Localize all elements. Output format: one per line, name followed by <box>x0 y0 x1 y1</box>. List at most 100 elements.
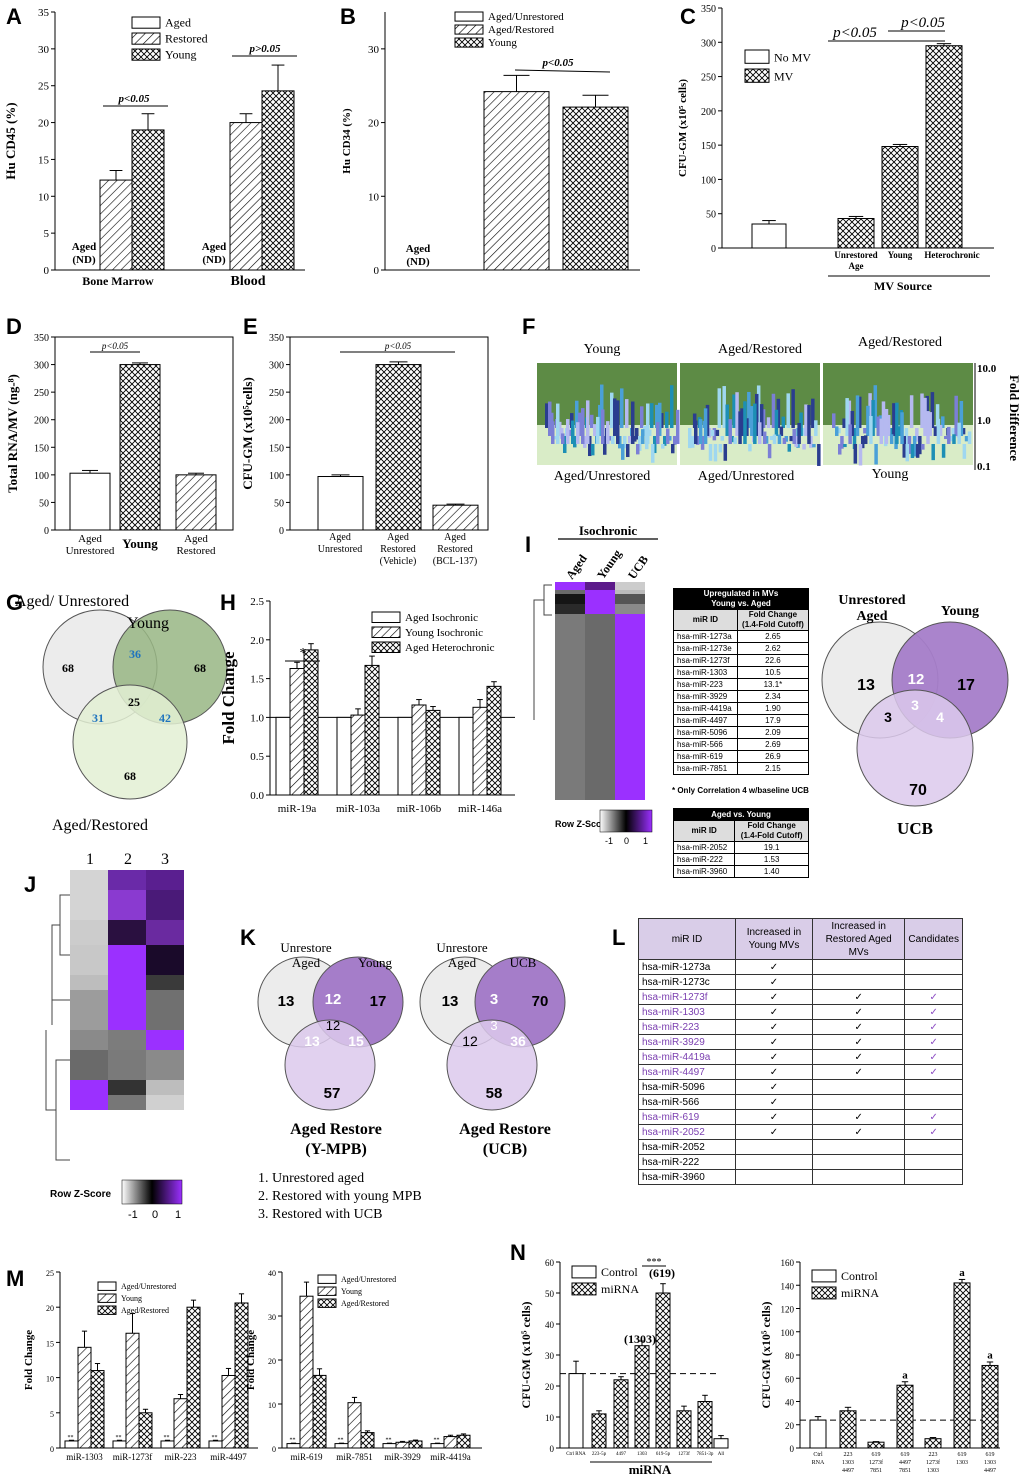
f-bar <box>561 433 565 444</box>
x-label: Young <box>888 250 913 260</box>
f-bar <box>782 437 787 444</box>
check-cell: ✓ <box>904 1004 963 1020</box>
x-label: Unrestored <box>66 545 115 557</box>
bar <box>395 1441 410 1449</box>
y-axis-label: Hu CD34 (%) <box>341 108 353 174</box>
f-bar <box>858 444 863 466</box>
heat-cell <box>146 890 184 920</box>
y-tick-label: 10 <box>46 1375 54 1384</box>
venn-label: Unrestore <box>280 940 331 955</box>
x-axis-title: miRNA <box>629 1462 672 1477</box>
heat-cell <box>70 1080 108 1095</box>
f-bar <box>961 428 966 435</box>
f-bar <box>633 436 637 442</box>
heat-col-label: 3 <box>161 851 169 868</box>
f-bar <box>904 428 909 446</box>
bar <box>430 1443 445 1449</box>
bar <box>634 1345 650 1449</box>
y-tick-label: 0 <box>50 1445 54 1454</box>
heat-cell <box>615 590 645 594</box>
heat-cell <box>108 975 146 990</box>
table-row: hsa-miR-4419a ✓ ✓ ✓ <box>638 1049 963 1065</box>
f-bar <box>889 434 894 444</box>
bar <box>483 91 550 271</box>
f-bar <box>817 444 821 466</box>
f-bar <box>728 419 732 444</box>
check-cell: ✓ <box>735 1049 813 1065</box>
f-bar <box>962 444 967 459</box>
table-row: hsa-miR-1273f 22.6 <box>673 654 810 667</box>
bar <box>99 179 133 271</box>
f-bar <box>755 393 759 436</box>
f-bars <box>545 384 972 466</box>
heat-cell <box>615 614 645 800</box>
heat-cell <box>70 1095 108 1110</box>
f-bar <box>550 412 554 428</box>
y-tick-label: 140 <box>781 1281 795 1291</box>
y-tick-label: 15 <box>46 1339 54 1348</box>
y-tick-label: 5 <box>44 228 50 240</box>
venn-label: Young <box>941 604 979 619</box>
bar <box>881 146 919 249</box>
y-axis-label: CFU-GM (x10⁵ cells) <box>677 79 689 177</box>
table-row: hsa-miR-2052 <box>638 1139 963 1155</box>
mir-id-cell: hsa-miR-1273a <box>673 630 738 643</box>
heat-col-label: UCB <box>625 553 651 582</box>
zscore-tick: 0 <box>624 836 629 846</box>
f-bar <box>920 393 924 428</box>
venn-label: Aged <box>856 609 887 624</box>
bar <box>425 709 441 796</box>
f-bar <box>853 444 858 464</box>
x-label: miR-7851 <box>336 1452 373 1462</box>
table-head-fc: Fold Change (1.4-Fold Cutoff) <box>736 609 810 631</box>
check-cell: ✓ <box>811 1124 906 1140</box>
heat-cell <box>108 1030 146 1050</box>
panel-N: N 0 10 20 30 40 50 60 CFU-GM (x10⁵ cells) Contro… <box>510 1240 1000 1477</box>
f-bar <box>786 393 790 428</box>
x-label: 619 <box>872 1452 881 1458</box>
bar <box>347 1402 362 1449</box>
table-row: hsa-miR-2052 ✓ ✓ ✓ <box>638 1124 963 1140</box>
venn-count: 13 <box>857 677 875 694</box>
mir-id-cell: hsa-miR-1273f <box>673 654 738 667</box>
x-label: 619 <box>986 1452 995 1458</box>
mir-id-cell: hsa-miR-7851 <box>673 762 738 775</box>
l-head: Increased in Young MVs <box>735 918 813 960</box>
f-bar <box>949 436 953 442</box>
y-tick-label: 0 <box>711 244 716 255</box>
x-label: miR-4497 <box>210 1452 247 1462</box>
legend-swatch <box>454 24 484 35</box>
k-note: 2. Restored with young MPB <box>258 1189 422 1204</box>
y-tick-label: 250 <box>701 73 716 84</box>
x-label: Young <box>122 536 158 551</box>
y-axis-label: CFU-GM (x10⁵cells) <box>240 377 255 490</box>
f-bar <box>915 428 919 442</box>
f-bar <box>918 436 922 455</box>
f-bar <box>651 444 655 463</box>
f-bar <box>735 392 739 436</box>
f-bar <box>722 386 726 428</box>
f-bar <box>855 395 860 436</box>
table-row: hsa-miR-4497 17.9 <box>673 714 810 727</box>
legend-label: Young <box>121 1294 142 1303</box>
heat-cell <box>146 1030 184 1050</box>
y-axis-label: CFU-GM (x10⁵ cells) <box>519 1302 533 1409</box>
check-cell: ✓ <box>735 974 813 990</box>
f-bar <box>952 434 956 444</box>
f-bar <box>910 444 915 459</box>
f-bottom-3: Young <box>872 467 909 482</box>
f-bar <box>889 428 893 436</box>
legend-label: Aged/Restored <box>488 24 554 36</box>
table-row: hsa-miR-1273a ✓ <box>638 959 963 975</box>
x-label: Ctrl <box>813 1452 823 1458</box>
legend-swatch <box>744 49 770 64</box>
x-label: miR-106b <box>397 803 442 815</box>
heat-cell <box>585 590 615 594</box>
f-bar <box>769 436 774 441</box>
annotation: a <box>959 1267 965 1279</box>
x-label: 1303 <box>842 1460 854 1466</box>
legend-swatch <box>131 32 161 45</box>
y-tick-label: 80 <box>785 1351 795 1361</box>
f-bar <box>638 436 642 451</box>
x-label: Aged <box>444 532 466 543</box>
